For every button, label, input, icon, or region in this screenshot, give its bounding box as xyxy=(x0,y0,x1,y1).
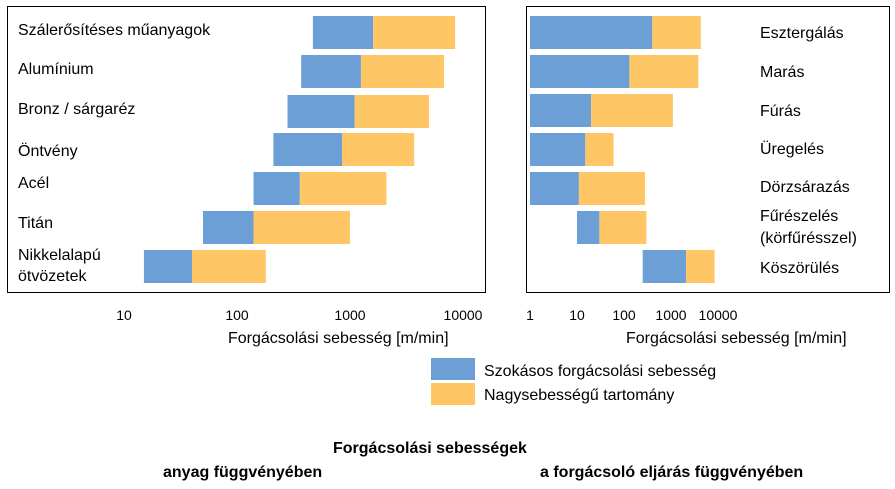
legend-high-label: Nagysebességű tartomány xyxy=(484,387,674,404)
right-bar-high-2 xyxy=(591,94,673,127)
right-label-sawing-line1: Fűrészelés xyxy=(760,208,838,225)
left-bar-normal-2 xyxy=(287,95,355,128)
footer-left-caption: anyag függvényében xyxy=(163,464,322,481)
right-label-grinding: Köszörülés xyxy=(760,260,839,277)
right-bar-normal-6 xyxy=(642,250,687,283)
right-bar-normal-0 xyxy=(530,16,653,49)
right-label-turning: Esztergálás xyxy=(760,25,844,42)
right-label-reaming: Dörzsárazás xyxy=(760,179,850,196)
left-bar-normal-5 xyxy=(203,211,254,244)
right-label-sawing-line2: (körfűrésszel) xyxy=(760,230,857,247)
left-bar-high-6 xyxy=(192,250,266,283)
right-label-broaching: Üregelés xyxy=(760,140,824,158)
left-bar-high-4 xyxy=(299,172,387,205)
left-label-cast-iron: Öntvény xyxy=(18,142,78,160)
left-bar-normal-4 xyxy=(253,172,300,205)
right-label-drilling: Fúrás xyxy=(760,103,801,120)
right-panel-frame xyxy=(526,6,890,293)
left-bar-normal-1 xyxy=(301,55,361,88)
right-tick-label-0: 1 xyxy=(526,307,534,323)
left-tick-label-3: 10000 xyxy=(444,307,483,323)
left-tick-label-1: 100 xyxy=(225,307,249,323)
left-bar-normal-3 xyxy=(273,133,342,166)
right-x-ticks: 1 10 100 1000 10000 xyxy=(526,307,738,323)
left-bars-group xyxy=(143,16,456,283)
legend-normal-swatch xyxy=(431,358,475,380)
footer-right-caption: a forgácsoló eljárás függvényében xyxy=(540,464,803,481)
right-bar-normal-2 xyxy=(530,94,592,127)
left-bar-high-1 xyxy=(361,55,445,88)
left-label-steel: Acél xyxy=(18,175,49,192)
footer-title: Forgácsolási sebességek xyxy=(333,440,527,457)
right-tick-label-1: 10 xyxy=(569,307,585,323)
left-x-axis-title: Forgácsolási sebesség [m/min] xyxy=(228,330,449,347)
left-tick-label-0: 10 xyxy=(116,307,132,323)
left-bar-normal-0 xyxy=(312,16,373,49)
left-bar-high-2 xyxy=(354,95,429,128)
right-bar-high-4 xyxy=(578,172,645,205)
right-bar-normal-5 xyxy=(577,211,600,244)
right-x-axis-title: Forgácsolási sebesség [m/min] xyxy=(626,330,847,347)
right-bar-high-3 xyxy=(585,133,614,166)
right-bar-high-1 xyxy=(629,55,699,88)
right-tick-label-4: 10000 xyxy=(699,307,738,323)
right-bar-high-6 xyxy=(686,250,715,283)
right-bar-high-5 xyxy=(599,211,647,244)
right-bar-high-0 xyxy=(652,16,701,49)
left-bar-high-3 xyxy=(342,133,415,166)
left-tick-label-2: 1000 xyxy=(334,307,365,323)
left-x-ticks: 10 100 1000 10000 xyxy=(116,307,482,323)
right-tick-label-3: 1000 xyxy=(655,307,686,323)
left-bar-normal-6 xyxy=(143,250,192,283)
left-bar-high-0 xyxy=(373,16,456,49)
legend-normal-label: Szokásos forgácsolási sebesség xyxy=(484,363,716,380)
right-label-milling: Marás xyxy=(760,64,804,81)
left-label-nickel-line2: ötvözetek xyxy=(18,268,87,285)
left-label-fiber-plastics: Szálerősítéses műanyagok xyxy=(18,22,211,39)
legend-high-swatch xyxy=(431,383,475,405)
right-bar-normal-1 xyxy=(530,55,630,88)
left-label-titanium: Titán xyxy=(18,215,53,232)
right-bars-group xyxy=(530,16,715,283)
left-panel-frame xyxy=(7,6,486,293)
right-tick-label-2: 100 xyxy=(612,307,636,323)
right-bar-normal-3 xyxy=(530,133,586,166)
right-bar-normal-4 xyxy=(530,172,579,205)
left-label-aluminium: Alumínium xyxy=(18,61,94,78)
left-label-nickel-line1: Nikkelalapú xyxy=(18,247,101,264)
left-label-bronze-brass: Bronz / sárgaréz xyxy=(18,101,135,118)
left-bar-high-5 xyxy=(253,211,350,244)
